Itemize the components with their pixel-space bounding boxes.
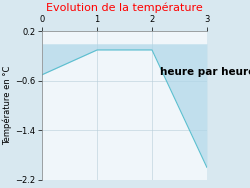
- Text: heure par heure: heure par heure: [160, 67, 250, 77]
- Y-axis label: Température en °C: Température en °C: [3, 66, 12, 145]
- Title: Evolution de la température: Evolution de la température: [46, 3, 203, 13]
